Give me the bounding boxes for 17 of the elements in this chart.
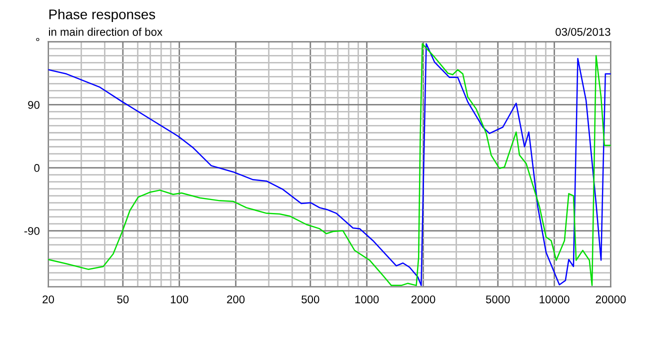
x-tick-label: 50 [117,295,129,304]
y-tick-label: 90 [28,100,40,109]
x-tick-label: 20000 [596,295,626,304]
x-tick-label: 5000 [486,295,510,304]
x-tick-label: 100 [170,295,188,304]
x-tick-label: 2000 [411,295,436,304]
x-tick-label: 1000 [355,295,379,304]
chart-subtitle: in main direction of box [49,28,162,36]
chart-title: Phase responses [49,9,156,22]
y-tick-label: -90 [24,227,40,235]
x-tick-label: 10000 [540,295,570,304]
x-tick-label: 20 [42,295,54,304]
x-tick-label: 200 [227,295,245,304]
text: 03/05/2013 [556,28,610,36]
x-tick-label: 500 [302,295,320,304]
y-tick-label: 0 [34,164,40,172]
y-tick-label: ° [36,38,40,42]
